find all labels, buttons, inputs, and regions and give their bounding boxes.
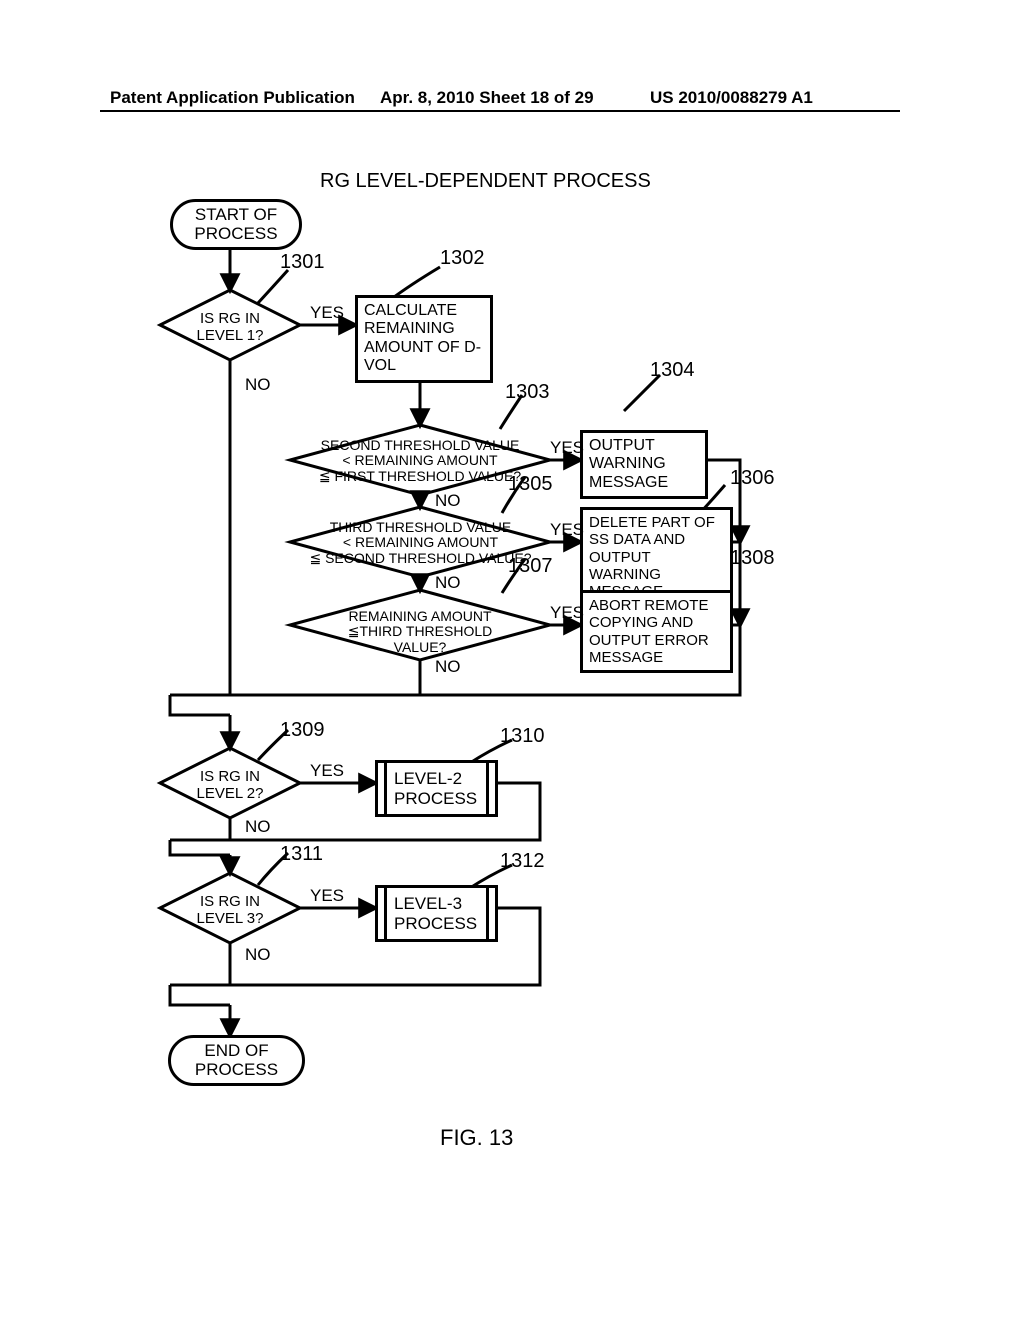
no-1303: NO [435, 491, 461, 511]
yes-1309: YES [310, 761, 344, 781]
decision-1305: THIRD THRESHOLD VALUE < REMAINING AMOUNT… [308, 520, 533, 566]
yes-1307: YES [550, 603, 584, 623]
decision-1301: IS RG IN LEVEL 1? [180, 311, 280, 344]
ref-1301: 1301 [280, 251, 325, 274]
header-right: US 2010/0088279 A1 [650, 88, 813, 108]
decision-1311: IS RG IN LEVEL 3? [180, 894, 280, 927]
yes-1301: YES [310, 303, 344, 323]
header-center: Apr. 8, 2010 Sheet 18 of 29 [380, 88, 594, 108]
ref-1303: 1303 [505, 381, 550, 404]
no-1305: NO [435, 573, 461, 593]
decision-1303: SECOND THRESHOLD VALUE < REMAINING AMOUN… [310, 438, 530, 484]
start-label: START OF PROCESS [194, 205, 277, 243]
ref-1311: 1311 [280, 843, 323, 866]
subprocess-1312: LEVEL-3 PROCESS [375, 885, 498, 942]
flowchart-canvas: START OF PROCESS END OF PROCESS IS RG IN… [150, 195, 880, 1115]
yes-1303: YES [550, 438, 584, 458]
ref-1302: 1302 [440, 247, 485, 270]
end-node: END OF PROCESS [168, 1035, 305, 1086]
no-1307: NO [435, 657, 461, 677]
end-label: END OF PROCESS [195, 1041, 278, 1079]
ref-1304: 1304 [650, 359, 695, 382]
decision-1307: REMAINING AMOUNT ≦THIRD THRESHOLD VALUE? [320, 609, 520, 655]
start-node: START OF PROCESS [170, 199, 302, 250]
ref-1312: 1312 [500, 850, 545, 873]
ref-1309: 1309 [280, 719, 325, 742]
no-1301: NO [245, 375, 271, 395]
subprocess-1310: LEVEL-2 PROCESS [375, 760, 498, 817]
yes-1305: YES [550, 520, 584, 540]
figure-label: FIG. 13 [440, 1125, 513, 1151]
header-left: Patent Application Publication [110, 88, 355, 108]
header-rule [100, 110, 900, 112]
ref-1308: 1308 [730, 547, 775, 570]
process-1302: CALCULATE REMAINING AMOUNT OF D-VOL [355, 295, 493, 383]
no-1311: NO [245, 945, 271, 965]
ref-1310: 1310 [500, 725, 545, 748]
decision-1309: IS RG IN LEVEL 2? [180, 769, 280, 802]
yes-1311: YES [310, 886, 344, 906]
diagram-title: RG LEVEL-DEPENDENT PROCESS [320, 170, 651, 193]
ref-1306: 1306 [730, 467, 775, 490]
no-1309: NO [245, 817, 271, 837]
process-1304: OUTPUT WARNING MESSAGE [580, 430, 708, 499]
process-1308: ABORT REMOTE COPYING AND OUTPUT ERROR ME… [580, 590, 733, 673]
